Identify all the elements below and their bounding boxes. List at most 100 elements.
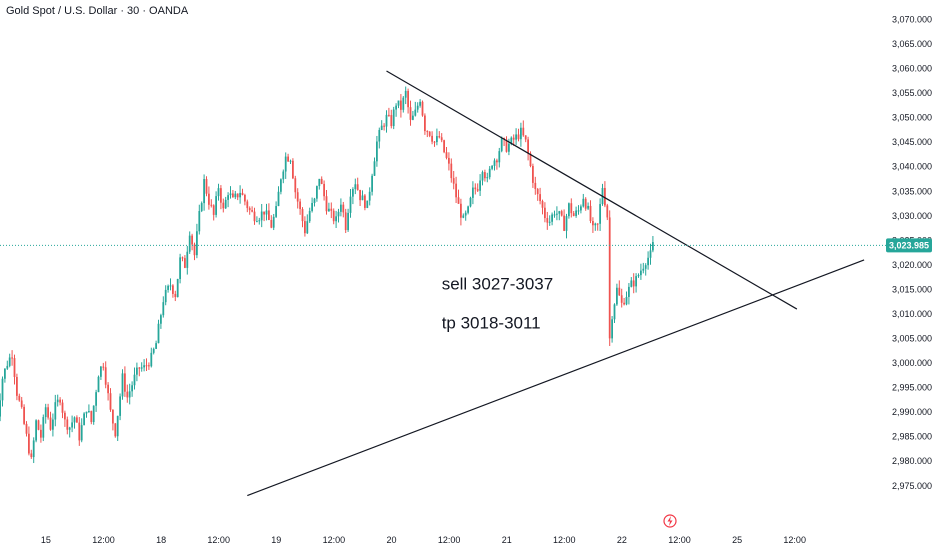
price-tick-label: 3,035.000	[892, 186, 932, 196]
candle-body	[258, 220, 261, 222]
candle-body	[248, 208, 251, 211]
last-price-badge	[886, 238, 932, 253]
candle-body	[620, 295, 623, 303]
time-tick-label: 20	[386, 535, 396, 545]
candle-body	[623, 302, 625, 305]
candle-body	[95, 392, 97, 406]
candle-body	[556, 213, 558, 215]
candle-body	[32, 440, 35, 458]
candle-body	[426, 131, 429, 133]
lightning-bolt-icon[interactable]	[663, 514, 677, 528]
candle-body	[131, 385, 133, 392]
candle-body	[222, 202, 225, 209]
candle-body	[227, 195, 229, 200]
candle-body	[263, 211, 265, 215]
candle-body	[472, 187, 474, 198]
candle-body	[203, 179, 205, 204]
candle-body	[299, 201, 301, 210]
candle-body	[128, 391, 131, 398]
candle-body	[637, 275, 640, 277]
candle-body	[599, 204, 601, 224]
candle-body	[220, 188, 222, 203]
candle-body	[323, 183, 325, 197]
candle-body	[407, 90, 409, 108]
price-tick-label: 3,070.000	[892, 15, 932, 25]
candle-body	[150, 352, 153, 367]
candle-body	[66, 419, 69, 430]
candle-body	[524, 135, 527, 140]
candle-body	[652, 242, 654, 251]
price-tick-label: 3,015.000	[892, 284, 932, 294]
candle-body	[246, 201, 249, 209]
candle-body	[582, 198, 585, 207]
candle-body	[640, 270, 642, 276]
price-tick-label: 3,040.000	[892, 162, 932, 172]
candle-body	[529, 153, 532, 166]
candle-body	[16, 376, 18, 396]
candle-body	[148, 365, 150, 367]
time-tick-label: 12:00	[438, 535, 461, 545]
candle-body	[575, 210, 577, 216]
candle-body	[534, 182, 537, 190]
candle-body	[193, 244, 196, 256]
candle-body	[157, 323, 160, 344]
candle-body	[83, 413, 85, 426]
candle-body	[325, 196, 328, 212]
candle-body	[488, 168, 491, 178]
candle-body	[198, 211, 201, 232]
candle-body	[424, 115, 426, 132]
candle-body	[548, 221, 551, 223]
candle-body	[140, 367, 143, 369]
candle-body	[318, 178, 321, 187]
candle-body	[589, 205, 592, 221]
candle-body	[563, 215, 565, 231]
annotations: sell 3027-3037 tp 3018-3011	[442, 274, 554, 332]
candle-body	[73, 417, 76, 423]
candle-body	[68, 427, 71, 430]
bolt-ring	[663, 514, 677, 528]
candle-body	[356, 184, 359, 190]
candle-body	[104, 367, 107, 385]
candle-body	[560, 211, 563, 216]
candle-body	[179, 257, 181, 279]
candle-body	[587, 205, 589, 209]
candle-body	[30, 453, 33, 458]
candle-body	[145, 365, 148, 367]
candle-body	[421, 101, 424, 116]
candle-body	[28, 433, 30, 454]
time-axis[interactable]: 15 12:00 18 12:00 19 12:00 20 12:00 21 12:00 22 12:…	[41, 535, 806, 545]
candle-body	[181, 257, 184, 259]
price-axis[interactable]: 3,070.000 3,065.000 3,060.000 3,055.000 3,05…	[892, 15, 932, 491]
candle-body	[114, 423, 117, 437]
candle-body	[236, 193, 239, 198]
candle-body	[448, 157, 450, 164]
candle-body	[354, 184, 357, 190]
candle-body	[584, 198, 587, 209]
candle-body	[37, 420, 40, 430]
candle-body	[304, 221, 306, 234]
candle-body	[244, 194, 246, 202]
candle-body	[18, 395, 21, 401]
trendlines	[247, 70, 865, 497]
candle-body	[508, 143, 510, 152]
candle-body	[577, 210, 580, 212]
candle-body	[138, 367, 141, 369]
candle-body	[210, 204, 213, 206]
candle-body	[92, 405, 95, 423]
candle-body	[42, 417, 45, 438]
candle-body	[301, 209, 304, 222]
candle-body	[313, 198, 316, 203]
candle-body	[133, 374, 136, 386]
candle-body	[268, 210, 270, 220]
candle-body	[20, 400, 23, 407]
candle-body	[647, 257, 649, 266]
price-tick-label: 2,990.000	[892, 407, 932, 417]
candle-body	[85, 411, 88, 414]
candle-body	[64, 412, 66, 420]
candle-body	[253, 211, 256, 222]
candle-body	[188, 235, 191, 252]
candle-body	[35, 420, 37, 441]
candle-body	[136, 367, 138, 375]
candle-body	[44, 407, 47, 418]
